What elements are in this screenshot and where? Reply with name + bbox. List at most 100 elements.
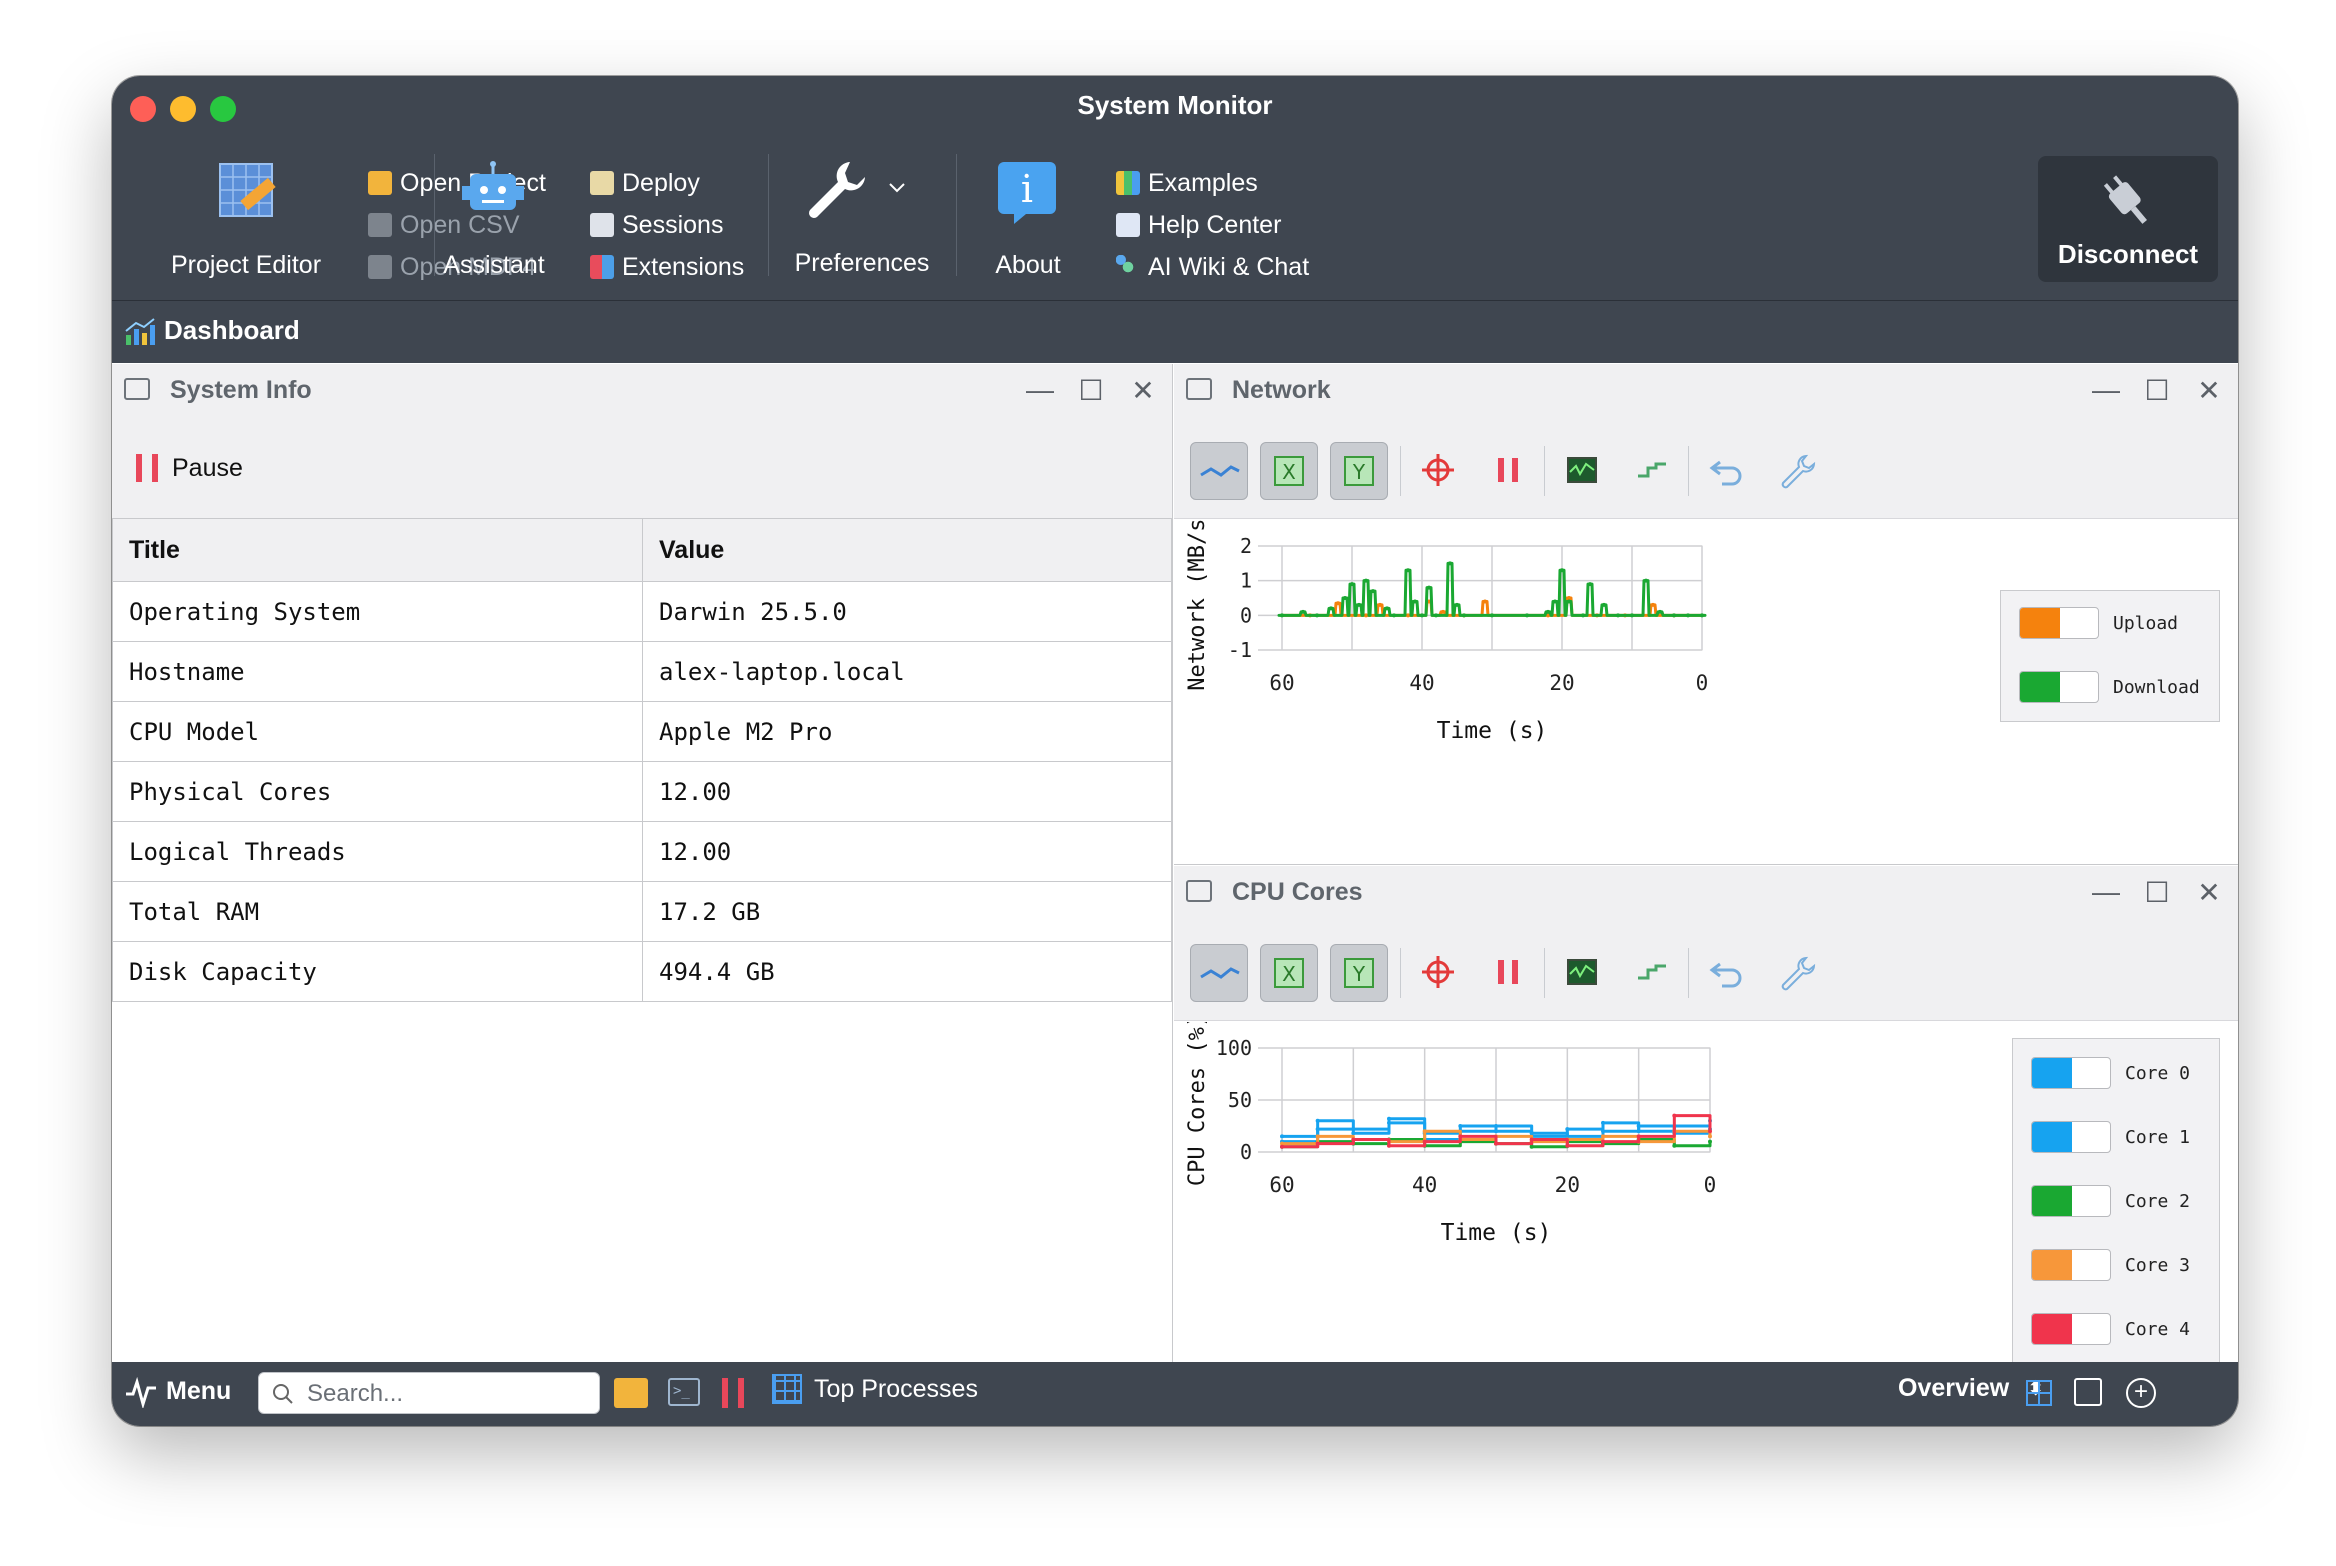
- series-toggle[interactable]: [2031, 1313, 2111, 1345]
- crosshair-button[interactable]: [1410, 944, 1468, 1002]
- folder-home-icon[interactable]: [614, 1378, 648, 1408]
- reset-view-button[interactable]: [1698, 944, 1756, 1002]
- network-plot[interactable]: 2 1 0 -1 60 40 20 0 Time (s) Network (MB/s): [1174, 520, 2238, 864]
- series-toggle[interactable]: [2031, 1185, 2111, 1217]
- table-row[interactable]: Physical Cores 12.00: [112, 761, 1172, 822]
- legend-item-core-2[interactable]: Core 2: [2031, 1185, 2190, 1217]
- disconnect-button[interactable]: Disconnect: [2038, 156, 2218, 282]
- table-row[interactable]: Hostname alex-laptop.local: [112, 641, 1172, 702]
- close-icon[interactable]: ✕: [2197, 375, 2221, 406]
- legend-item-core-4[interactable]: Core 4: [2031, 1313, 2190, 1345]
- project-editor-button[interactable]: Project Editor: [148, 152, 344, 280]
- open-mdf4-button[interactable]: Open MDF4: [368, 246, 546, 288]
- pause-icon: [1498, 458, 1518, 482]
- table-row[interactable]: Disk Capacity 494.4 GB: [112, 941, 1172, 1002]
- top-processes-button[interactable]: Top Processes: [772, 1374, 978, 1404]
- ai-wiki-button[interactable]: AI Wiki & Chat: [1116, 246, 1309, 288]
- table-row[interactable]: Total RAM 17.2 GB: [112, 881, 1172, 942]
- table-row[interactable]: Logical Threads 12.00: [112, 821, 1172, 882]
- deploy-label: Deploy: [622, 168, 700, 197]
- network-legend: Upload Download: [2000, 590, 2220, 722]
- pause-icon[interactable]: [722, 1378, 744, 1408]
- plot-settings-button[interactable]: [1768, 442, 1826, 500]
- open-csv-button[interactable]: Open CSV: [368, 204, 546, 246]
- x-tick-label: 20: [1555, 1173, 1580, 1197]
- add-circle-icon[interactable]: +: [2126, 1378, 2156, 1408]
- terminal-icon[interactable]: >_: [668, 1378, 700, 1406]
- y-axis-label: Network (MB/s): [1185, 520, 1210, 691]
- column-header-value[interactable]: Value: [642, 518, 1172, 582]
- menu-button[interactable]: Menu: [124, 1374, 231, 1408]
- legend-item-core-0[interactable]: Core 0: [2031, 1057, 2190, 1089]
- step-plot-button[interactable]: [1624, 442, 1682, 500]
- crosshair-button[interactable]: [1410, 442, 1468, 500]
- float-window-icon[interactable]: [124, 378, 150, 400]
- dashboard-tab[interactable]: Dashboard: [112, 300, 2238, 363]
- data-point: [1336, 601, 1340, 606]
- series-toggle[interactable]: [2019, 607, 2099, 639]
- deploy-button[interactable]: Deploy: [590, 162, 744, 204]
- overview-label: Overview: [1898, 1374, 2010, 1402]
- pause-button[interactable]: Pause: [136, 446, 243, 490]
- data-point: [1494, 1124, 1498, 1128]
- legend-item-core-3[interactable]: Core 3: [2031, 1249, 2190, 1281]
- y-axis-button[interactable]: Y: [1330, 442, 1388, 500]
- minimize-icon[interactable]: —: [2092, 876, 2120, 907]
- plot-settings-button[interactable]: [1768, 944, 1826, 1002]
- series-toggle[interactable]: [2031, 1121, 2111, 1153]
- series-toggle[interactable]: [2031, 1057, 2111, 1089]
- network-chart[interactable]: 2 1 0 -1 60 40 20 0 Time (s) Network (MB/s) Uploa…: [1174, 520, 2238, 864]
- data-point: [1413, 599, 1417, 604]
- table-row[interactable]: CPU Model Apple M2 Pro: [112, 701, 1172, 762]
- close-icon[interactable]: ✕: [2197, 877, 2221, 908]
- legend-item-download[interactable]: Download: [2019, 671, 2200, 703]
- x-axis-button[interactable]: X: [1260, 442, 1318, 500]
- minimize-icon[interactable]: —: [1026, 374, 1054, 405]
- tile-layout-icon[interactable]: [2026, 1380, 2052, 1406]
- cascade-windows-icon[interactable]: [2074, 1378, 2102, 1406]
- overview-selector[interactable]: Overview ⬍: [1898, 1374, 2044, 1403]
- data-point: [1588, 582, 1592, 587]
- cpu-cores-title: CPU Cores: [1232, 878, 1363, 906]
- float-window-icon[interactable]: [1186, 378, 1212, 400]
- sessions-button[interactable]: Sessions: [590, 204, 744, 246]
- legend-item-upload[interactable]: Upload: [2019, 607, 2178, 639]
- wrench-icon: [1781, 454, 1816, 489]
- help-center-button[interactable]: Help Center: [1116, 204, 1309, 246]
- column-header-title[interactable]: Title: [112, 518, 643, 582]
- float-window-icon[interactable]: [1186, 880, 1212, 902]
- interpolate-button[interactable]: [1190, 442, 1248, 500]
- maximize-icon[interactable]: ☐: [2144, 877, 2170, 908]
- minimize-window-button[interactable]: [170, 96, 196, 122]
- examples-button[interactable]: Examples: [1116, 162, 1309, 204]
- minimize-icon[interactable]: —: [2092, 374, 2120, 405]
- extensions-button[interactable]: Extensions: [590, 246, 744, 288]
- about-button[interactable]: i About: [968, 152, 1088, 280]
- oscilloscope-button[interactable]: [1554, 442, 1612, 500]
- y-axis-button[interactable]: Y: [1330, 944, 1388, 1002]
- interpolate-button[interactable]: [1190, 944, 1248, 1002]
- examples-icon: [1116, 171, 1140, 195]
- reset-view-button[interactable]: [1698, 442, 1756, 500]
- pause-plot-button[interactable]: [1480, 442, 1538, 500]
- cpu-plot[interactable]: 100 50 0 60 40 20 0 Time (s) CPU Cores (%): [1174, 1022, 2238, 1362]
- maximize-icon[interactable]: ☐: [1078, 375, 1104, 406]
- assistant-button[interactable]: Assistant: [434, 152, 554, 280]
- step-plot-button[interactable]: [1624, 944, 1682, 1002]
- close-icon[interactable]: ✕: [1131, 375, 1155, 406]
- zoom-window-button[interactable]: [210, 96, 236, 122]
- maximize-icon[interactable]: ☐: [2144, 375, 2170, 406]
- pause-plot-button[interactable]: [1480, 944, 1538, 1002]
- preferences-button[interactable]: Preferences: [782, 152, 942, 280]
- oscilloscope-button[interactable]: [1554, 944, 1612, 1002]
- search-box[interactable]: [258, 1372, 600, 1415]
- cpu-chart[interactable]: 100 50 0 60 40 20 0 Time (s) CPU Cores (%) Core …: [1174, 1022, 2238, 1362]
- series-toggle[interactable]: [2019, 671, 2099, 703]
- close-window-button[interactable]: [130, 96, 156, 122]
- x-axis-button[interactable]: X: [1260, 944, 1318, 1002]
- legend-item-core-1[interactable]: Core 1: [2031, 1121, 2190, 1153]
- folder-icon: [368, 171, 392, 195]
- search-input[interactable]: [305, 1373, 589, 1415]
- series-toggle[interactable]: [2031, 1249, 2111, 1281]
- table-row[interactable]: Operating System Darwin 25.5.0: [112, 581, 1172, 642]
